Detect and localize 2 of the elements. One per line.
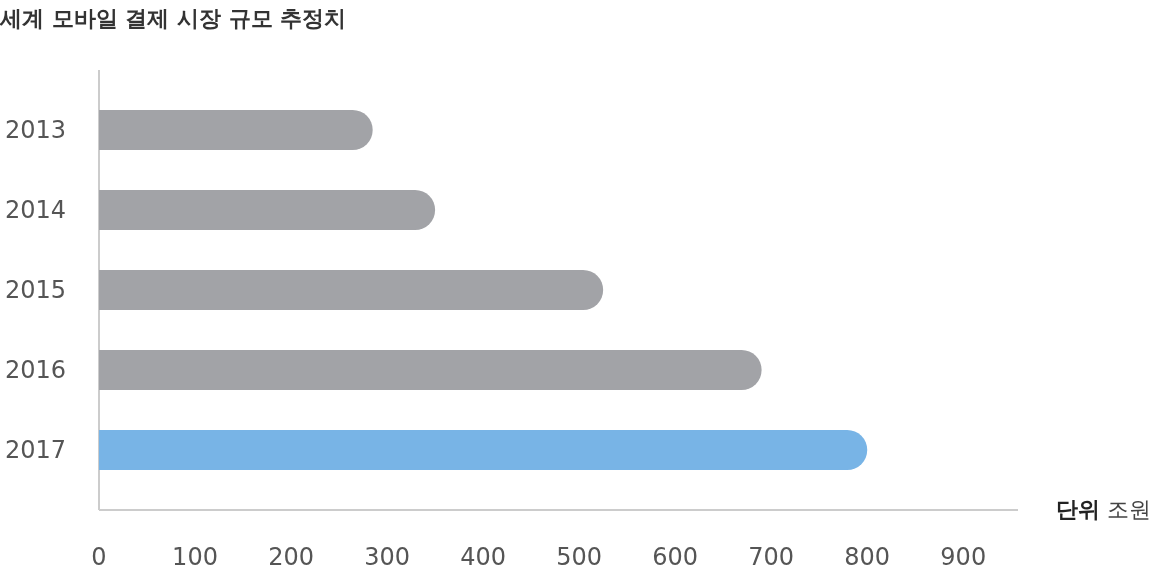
xlabel: 단위 조원 [1056, 497, 1151, 522]
title: 세계 모바일 결제 시장 규모 추정치 [0, 6, 347, 31]
